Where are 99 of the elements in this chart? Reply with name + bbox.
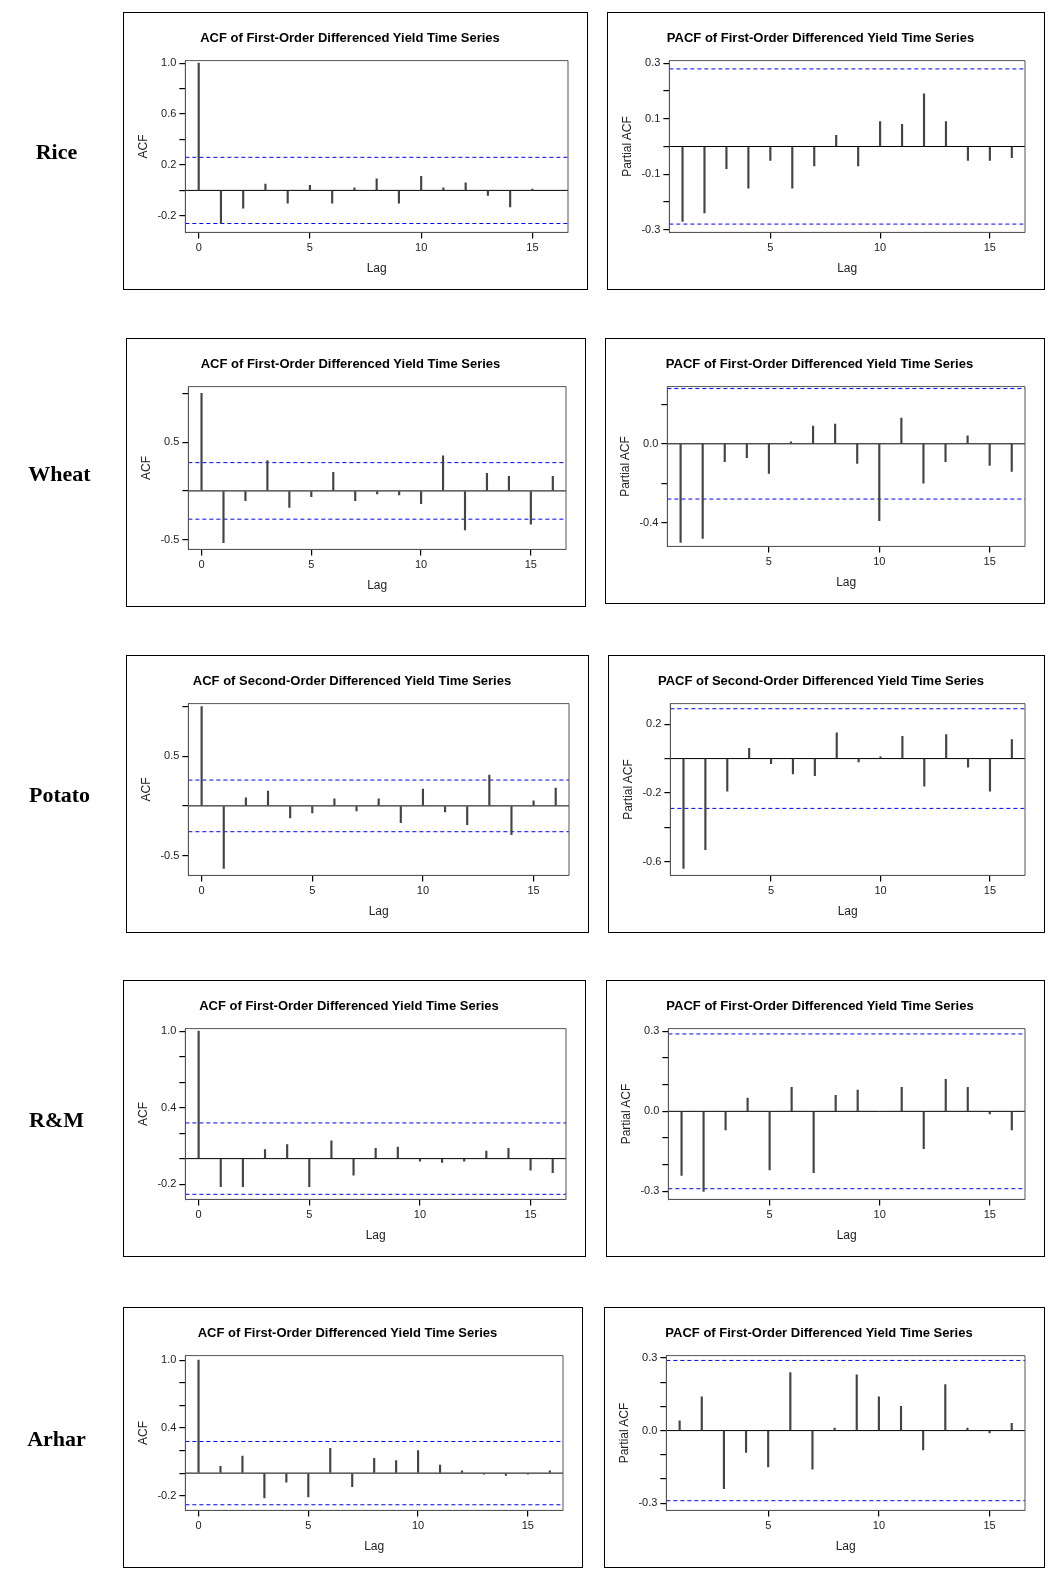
x-tick-label: 5 <box>767 241 774 254</box>
x-tick-label: 5 <box>309 884 316 897</box>
y-tick-label: -0.2 <box>642 785 662 798</box>
y-axis-title: ACF <box>135 1102 150 1126</box>
x-tick-label: 10 <box>416 884 430 897</box>
y-tick-label: -0.2 <box>157 1488 177 1501</box>
y-tick-label: 0.4 <box>161 1420 177 1433</box>
y-tick-label: 1.0 <box>161 1024 177 1037</box>
y-axis-title: ACF <box>135 1421 150 1445</box>
chart-title: ACF of First-Order Differenced Yield Time Series <box>200 30 500 46</box>
x-tick-label: 0 <box>198 558 205 571</box>
x-tick-label: 5 <box>767 884 775 897</box>
y-tick-label: 0.3 <box>644 1024 660 1037</box>
x-tick-label: 5 <box>308 558 315 571</box>
y-tick-label: 0.4 <box>161 1100 177 1113</box>
y-tick-label: 1.0 <box>161 56 177 69</box>
y-tick-label: -0.3 <box>640 1184 660 1197</box>
x-tick-label: 5 <box>305 1519 312 1532</box>
x-tick-label: 10 <box>411 1519 425 1532</box>
y-tick-label: -0.1 <box>641 167 661 180</box>
x-axis-title: Lag <box>368 904 389 919</box>
chart-title: PACF of First-Order Differenced Yield Time Series <box>666 30 975 46</box>
chart-title: ACF of Second-Order Differenced Yield Time Series <box>192 673 512 689</box>
x-tick-label: 5 <box>306 1208 313 1221</box>
x-axis-title: Lag <box>836 1228 857 1243</box>
x-tick-label: 0 <box>195 241 202 254</box>
x-tick-label: 10 <box>873 555 886 568</box>
x-tick-label: 15 <box>527 884 540 897</box>
x-tick-label: 0 <box>195 1519 202 1532</box>
text: Arhar <box>26 1425 87 1452</box>
y-axis-title: ACF <box>135 134 150 159</box>
chart-title: ACF of First-Order Differenced Yield Time Series <box>200 356 501 372</box>
y-tick-label: 0.2 <box>161 157 177 170</box>
x-axis-title: Lag <box>364 1539 385 1554</box>
x-tick-label: 15 <box>983 1519 996 1532</box>
chart-title: ACF of First-Order Differenced Yield Time Series <box>199 998 499 1014</box>
x-tick-label: 5 <box>306 241 313 254</box>
x-axis-title: Lag <box>367 578 388 593</box>
x-tick-label: 15 <box>983 1208 996 1221</box>
y-axis-title: ACF <box>138 777 153 802</box>
chart-title: PACF of First-Order Differenced Yield Time Series <box>666 998 974 1014</box>
x-tick-label: 15 <box>521 1519 534 1532</box>
x-tick-label: 10 <box>872 1519 886 1532</box>
chart-title: ACF of First-Order Differenced Yield Time Series <box>197 1325 498 1341</box>
y-tick-label: 0.0 <box>642 1423 658 1436</box>
y-tick-label: -0.2 <box>157 208 177 221</box>
y-tick-label: 0.1 <box>645 111 661 124</box>
y-axis-title: Partial ACF <box>619 116 634 177</box>
x-tick-label: 15 <box>983 884 997 897</box>
x-axis-title: Lag <box>365 1228 386 1243</box>
x-axis-title: Lag <box>837 261 858 276</box>
text: Rice <box>34 139 79 165</box>
y-axis-title: Partial ACF <box>620 759 635 820</box>
y-tick-label: 0.5 <box>164 749 180 762</box>
x-tick-label: 5 <box>765 1519 772 1532</box>
chart-title: PACF of First-Order Differenced Yield Time Series <box>665 1325 973 1341</box>
y-tick-label: -0.3 <box>641 222 661 235</box>
y-axis-title: Partial ACF <box>617 436 632 497</box>
x-axis-title: Lag <box>835 1539 856 1554</box>
y-tick-label: 0.0 <box>644 1104 660 1117</box>
chart-title: PACF of Second-Order Differenced Yield Time Series <box>657 673 985 689</box>
text: Wheat <box>27 460 92 487</box>
x-tick-label: 10 <box>873 1208 886 1221</box>
x-tick-label: 15 <box>983 555 996 568</box>
y-tick-label: 0.5 <box>164 435 180 448</box>
x-axis-title: Lag <box>366 261 387 276</box>
x-tick-label: 5 <box>766 1208 773 1221</box>
y-tick-label: -0.4 <box>639 515 659 528</box>
x-tick-label: 10 <box>873 241 887 254</box>
x-tick-label: 15 <box>524 1208 537 1221</box>
x-tick-label: 15 <box>524 558 537 571</box>
y-tick-label: -0.5 <box>160 848 180 861</box>
chart-title: PACF of First-Order Differenced Yield Time Series <box>665 356 974 372</box>
x-tick-label: 5 <box>765 555 772 568</box>
y-tick-label: 0.2 <box>646 717 662 730</box>
x-tick-label: 10 <box>414 558 428 571</box>
x-axis-title: Lag <box>836 575 857 590</box>
y-tick-label: 0.0 <box>643 436 659 449</box>
y-tick-label: -0.2 <box>157 1177 177 1190</box>
x-tick-label: 0 <box>195 1208 202 1221</box>
x-tick-label: 10 <box>874 884 887 897</box>
y-axis-title: Partial ACF <box>618 1083 633 1145</box>
y-axis-title: Partial ACF <box>616 1402 631 1464</box>
y-tick-label: 0.6 <box>161 107 177 120</box>
y-tick-label: 0.3 <box>645 56 661 69</box>
x-tick-label: 15 <box>983 241 996 254</box>
y-tick-label: 1.0 <box>161 1353 177 1366</box>
x-tick-label: 10 <box>415 241 428 254</box>
y-tick-label: -0.3 <box>638 1496 658 1509</box>
y-tick-label: -0.6 <box>642 854 662 867</box>
text: Potato <box>27 782 92 808</box>
x-axis-title: Lag <box>837 904 858 919</box>
y-tick-label: 0.3 <box>642 1351 658 1364</box>
y-axis-title: ACF <box>138 456 153 480</box>
y-tick-label: -0.5 <box>160 532 180 545</box>
x-tick-label: 10 <box>413 1208 427 1221</box>
x-tick-label: 15 <box>526 241 539 254</box>
x-tick-label: 0 <box>198 884 205 897</box>
text: R&M <box>28 1106 85 1133</box>
